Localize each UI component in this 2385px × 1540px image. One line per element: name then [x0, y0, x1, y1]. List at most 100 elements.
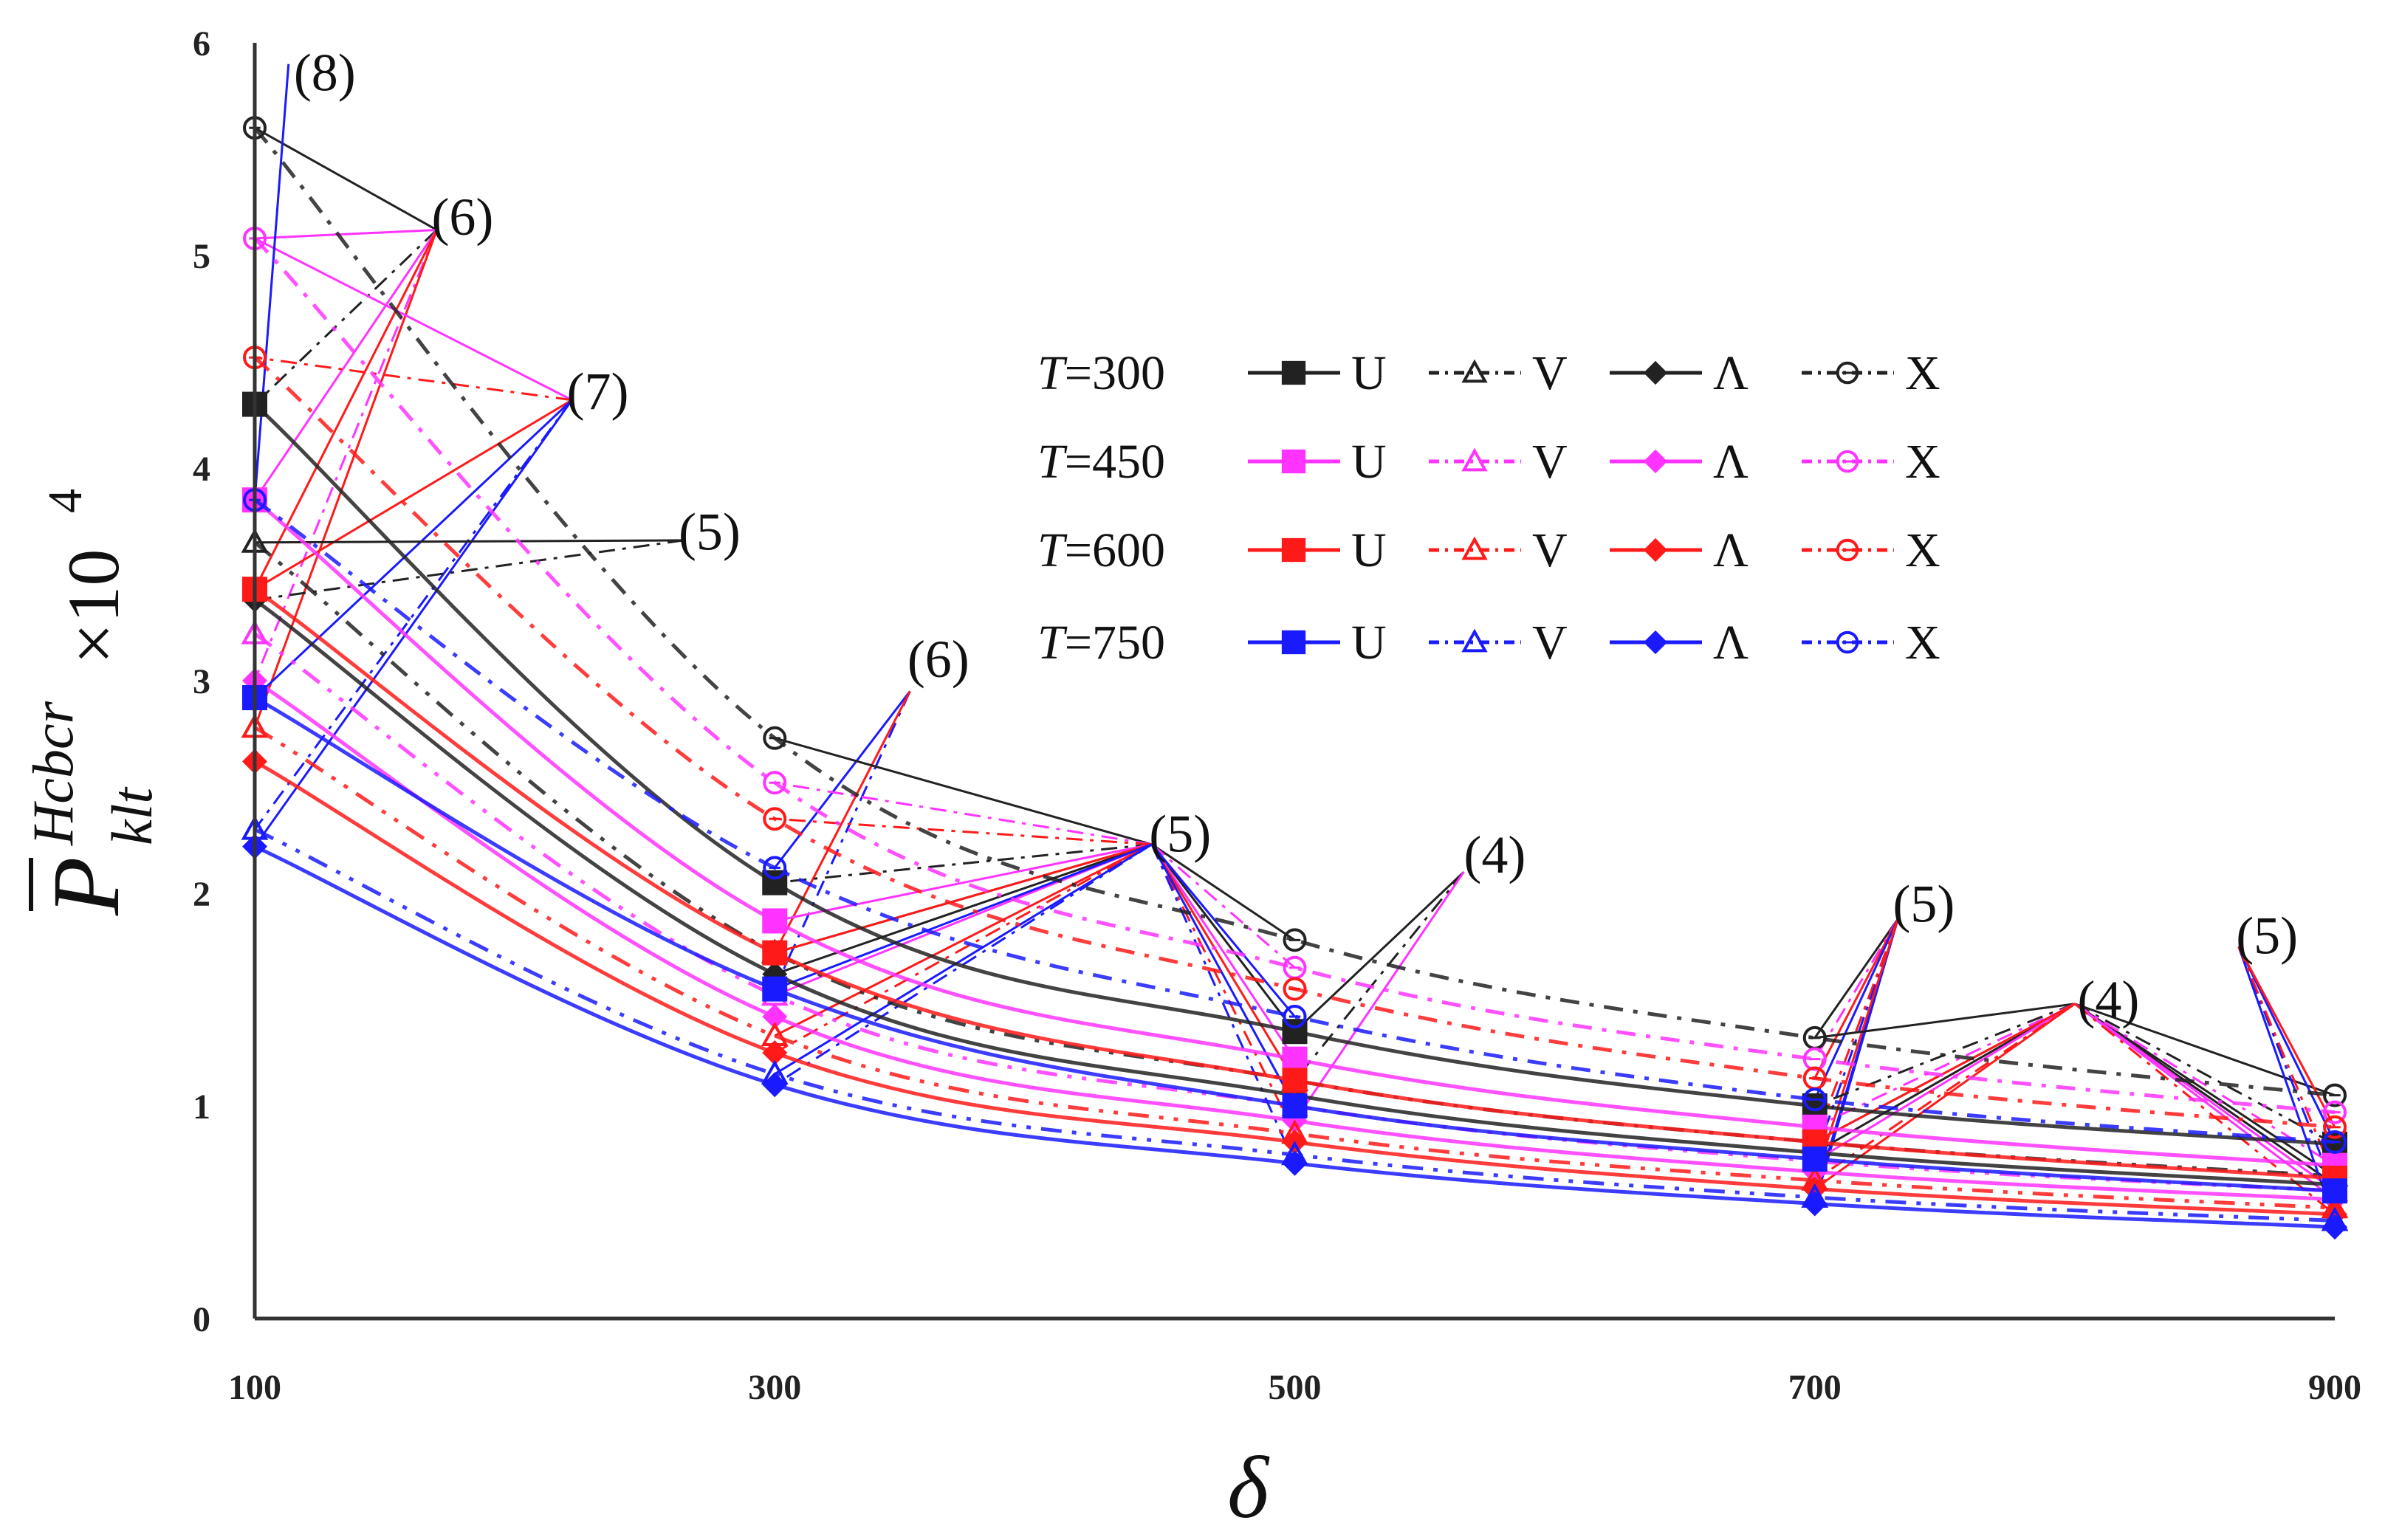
- callout-line-7-1: [1813, 918, 1899, 1060]
- y-tick-label-2: 2: [193, 875, 210, 914]
- point-circle-3-4-ring: [2323, 1130, 2347, 1154]
- series-U-3: [242, 685, 2347, 1204]
- point-circle-0-2-ring: [1283, 928, 1307, 952]
- x-tick-label-700: 700: [1788, 1368, 1842, 1407]
- annotation-2: (7): [567, 362, 629, 421]
- point-circle-2-2: [1283, 977, 1307, 1001]
- callout-line-5-20: [1150, 843, 1296, 1017]
- callout-line-5-21: [1150, 844, 1296, 1107]
- callout-line-8-14: [2073, 1003, 2336, 1192]
- callout-line-5-22: [1150, 844, 1296, 1164]
- callout-line-5-16: [1150, 843, 1296, 969]
- legend-temp-value-1: =450: [1065, 435, 1165, 489]
- legend-series-label-L-1: Λ: [1713, 435, 1749, 489]
- legend-series-label-L-0: Λ: [1713, 346, 1749, 400]
- point-circle-2-4-ring: [2323, 1115, 2347, 1139]
- callout-line-4-2: [773, 690, 911, 954]
- legend-marker-triangle-1: [1461, 447, 1488, 472]
- callout-line-8-11: [2074, 1003, 2336, 1178]
- point-square-3-4: [2322, 1178, 2347, 1204]
- series-line-L-0: [253, 598, 2336, 1187]
- callout-line-3-0: [253, 63, 290, 501]
- legend-temp-label-1: T=450: [1037, 435, 1165, 489]
- series-line-X-2: [253, 356, 2336, 1130]
- point-diamond-3-3: [1802, 1191, 1828, 1217]
- y-axis-label-multiplier: ×10: [52, 549, 134, 664]
- callout-line-5-18: [1150, 843, 1296, 1082]
- legend-series-label-U-3: U: [1351, 616, 1387, 670]
- legend-series-label-U-0: U: [1351, 346, 1387, 400]
- callout-line-5-15: [1150, 843, 1296, 1033]
- callout-line-1-2: [254, 399, 573, 591]
- point-square-3-3: [1802, 1147, 1828, 1172]
- y-tick-label-6: 6: [193, 24, 210, 63]
- legend-marker-diamond-1: [1643, 449, 1668, 474]
- callout-line-4-0: [774, 690, 911, 869]
- callout-line-5-4: [775, 781, 1153, 846]
- legend-marker-triangle-0: [1461, 359, 1488, 383]
- legend-series-label-V-1: V: [1532, 435, 1568, 489]
- callout-line-0-4: [253, 229, 438, 681]
- legend-marker-circle-0-ring: [1836, 361, 1859, 385]
- legend-series-label-L-2: Λ: [1713, 523, 1749, 577]
- legend-marker-diamond-2: [1643, 537, 1668, 563]
- callout-line-5-5: [774, 843, 1153, 922]
- point-diamond-2-1: [762, 1040, 788, 1065]
- callout-line-5-19: [1150, 844, 1296, 1135]
- series-line-U-0: [253, 402, 2336, 1147]
- point-circle-1-3-ring: [1802, 1047, 1827, 1071]
- callout-line-5-17: [1150, 843, 1296, 1060]
- point-circle-2-1-ring: [763, 807, 787, 831]
- point-circle-1-1-ring: [763, 771, 787, 795]
- annotation-7: (5): [1892, 874, 1955, 933]
- point-circle-2-1: [763, 807, 787, 831]
- series-line-X-3: [253, 498, 2336, 1144]
- legend-marker-square-1: [1281, 449, 1306, 474]
- annotation-8: (4): [2077, 970, 2139, 1029]
- callout-line-5-14: [1150, 843, 1296, 941]
- callout-line-5-9: [774, 843, 1153, 1037]
- legend-temp-symbol-3: T: [1037, 616, 1068, 670]
- point-diamond-1-1: [762, 1004, 788, 1030]
- legend-marker-square-3: [1281, 630, 1306, 655]
- legend-temp-label-2: T=600: [1037, 523, 1165, 577]
- callout-line-1-3: [253, 399, 573, 699]
- legend-temp-label-3: T=750: [1037, 616, 1165, 670]
- legend: T=300 U V Λ XT=450 U V Λ XT=600 U V Λ XT=750 U V Λ X: [1037, 346, 1940, 670]
- callout-line-7-6: [1813, 918, 1899, 1204]
- point-circle-2-2-ring: [1283, 977, 1307, 1001]
- legend-temp-label-0: T=300: [1037, 346, 1165, 400]
- point-circle-3-3: [1802, 1087, 1827, 1112]
- annotation-0: (8): [294, 43, 356, 102]
- callout-line-6-0: [1294, 871, 1465, 1033]
- annotation-1: (6): [431, 188, 493, 247]
- legend-series-label-X-2: X: [1905, 523, 1940, 577]
- legend-series-label-U-1: U: [1351, 435, 1387, 489]
- point-circle-0-1-ring: [763, 726, 787, 750]
- legend-temp-value-2: =600: [1065, 523, 1165, 577]
- legend-marker-circle-3-ring: [1836, 630, 1859, 654]
- x-tick-label-300: 300: [748, 1368, 801, 1407]
- callout-line-6-1: [1294, 871, 1465, 1082]
- point-diamond-3-1: [762, 1072, 788, 1098]
- callout-line-7-8: [1813, 918, 1899, 1181]
- callout-line-0-2: [254, 228, 437, 240]
- point-diamond-3-4: [2322, 1214, 2347, 1240]
- point-circle-1-1: [763, 771, 787, 795]
- callout-line-9-2: [2237, 946, 2336, 1222]
- x-axis-label: δ: [1227, 1438, 1270, 1536]
- series-line-U-1: [253, 498, 2336, 1168]
- callout-line-8-6: [1814, 1003, 2076, 1144]
- legend-marker-triangle-3: [1461, 628, 1488, 653]
- y-axis-label-exponent: 4: [38, 489, 92, 513]
- annotation-9: (5): [2236, 907, 2298, 966]
- legend-temp-value-3: =750: [1065, 616, 1165, 670]
- y-tick-label-1: 1: [193, 1087, 210, 1127]
- point-circle-1-3: [1802, 1047, 1827, 1071]
- legend-series-label-X-0: X: [1905, 346, 1940, 400]
- y-axis-label-superscript: Hcbcr: [21, 701, 85, 846]
- point-diamond-3-2: [1282, 1150, 1308, 1176]
- callout-line-1-0: [254, 237, 573, 402]
- y-tick-label-0: 0: [193, 1300, 210, 1339]
